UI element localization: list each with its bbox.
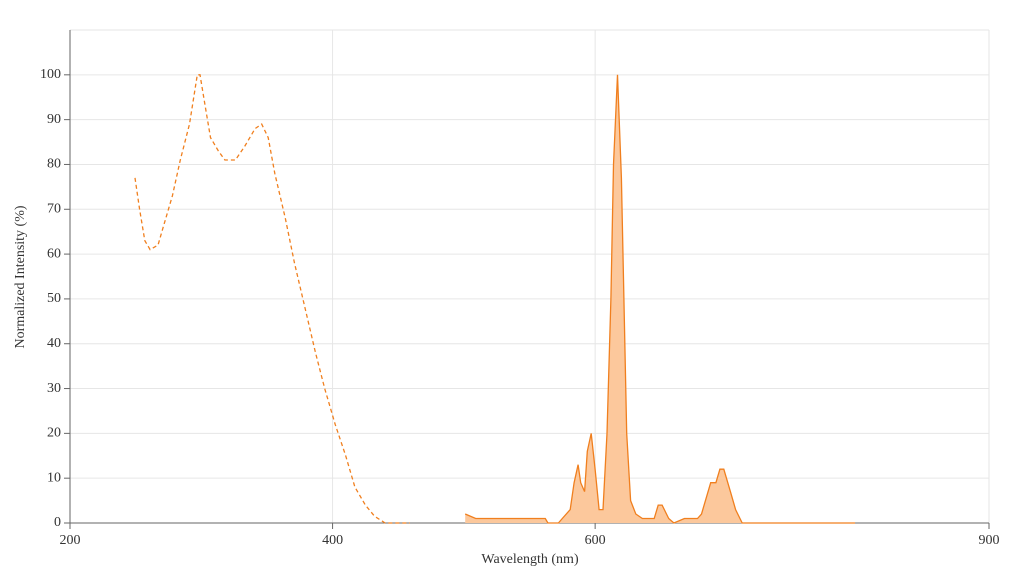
- y-tick-label: 90: [47, 112, 61, 127]
- y-tick-label: 50: [47, 291, 61, 306]
- series-line: [134, 74, 410, 524]
- y-tick-label: 60: [47, 246, 61, 261]
- y-tick-label: 30: [47, 381, 61, 396]
- y-tick-label: 20: [47, 426, 61, 441]
- x-tick-label: 900: [979, 533, 1000, 548]
- y-tick-label: 10: [47, 470, 61, 485]
- y-axis-label: Normalized Intensity (%): [13, 205, 28, 348]
- x-tick-label: 200: [60, 533, 81, 548]
- y-tick-label: 100: [40, 67, 61, 82]
- y-tick-label: 40: [47, 336, 61, 351]
- y-tick-label: 80: [47, 157, 61, 172]
- x-axis-label: Wavelength (nm): [481, 552, 579, 567]
- x-tick-label: 400: [322, 533, 343, 548]
- series-line: [464, 74, 856, 524]
- y-tick-label: 0: [54, 515, 61, 530]
- x-tick-label: 600: [585, 533, 606, 548]
- y-tick-label: 70: [47, 201, 61, 216]
